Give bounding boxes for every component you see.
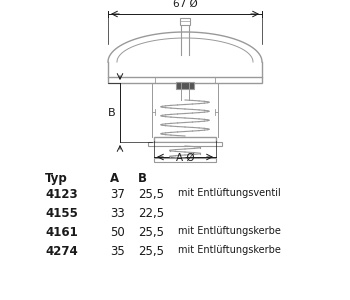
Text: 22,5: 22,5 <box>138 207 164 220</box>
Text: 4123: 4123 <box>45 188 78 201</box>
Text: 67 Ø: 67 Ø <box>173 0 197 9</box>
Text: B: B <box>138 172 147 185</box>
Bar <box>154 158 216 162</box>
Text: 4161: 4161 <box>45 226 78 239</box>
Text: 33: 33 <box>110 207 125 220</box>
Bar <box>108 77 262 83</box>
Text: 25,5: 25,5 <box>138 188 164 201</box>
Text: 25,5: 25,5 <box>138 245 164 258</box>
Text: mit Entlüftungskerbe: mit Entlüftungskerbe <box>178 245 281 255</box>
Bar <box>154 137 216 142</box>
Bar <box>180 18 190 25</box>
Text: 4274: 4274 <box>45 245 78 258</box>
Text: B: B <box>108 107 116 118</box>
Text: 35: 35 <box>110 245 125 258</box>
Text: A Ø: A Ø <box>176 153 194 163</box>
Bar <box>148 142 222 146</box>
Text: 50: 50 <box>110 226 125 239</box>
Text: mit Entlüftungsventil: mit Entlüftungsventil <box>178 188 281 198</box>
Text: A: A <box>110 172 119 185</box>
Text: 37: 37 <box>110 188 125 201</box>
Text: mit Entlüftungskerbe: mit Entlüftungskerbe <box>178 226 281 236</box>
Bar <box>176 82 194 89</box>
Text: 25,5: 25,5 <box>138 226 164 239</box>
Text: Typ: Typ <box>45 172 68 185</box>
Text: 4155: 4155 <box>45 207 78 220</box>
